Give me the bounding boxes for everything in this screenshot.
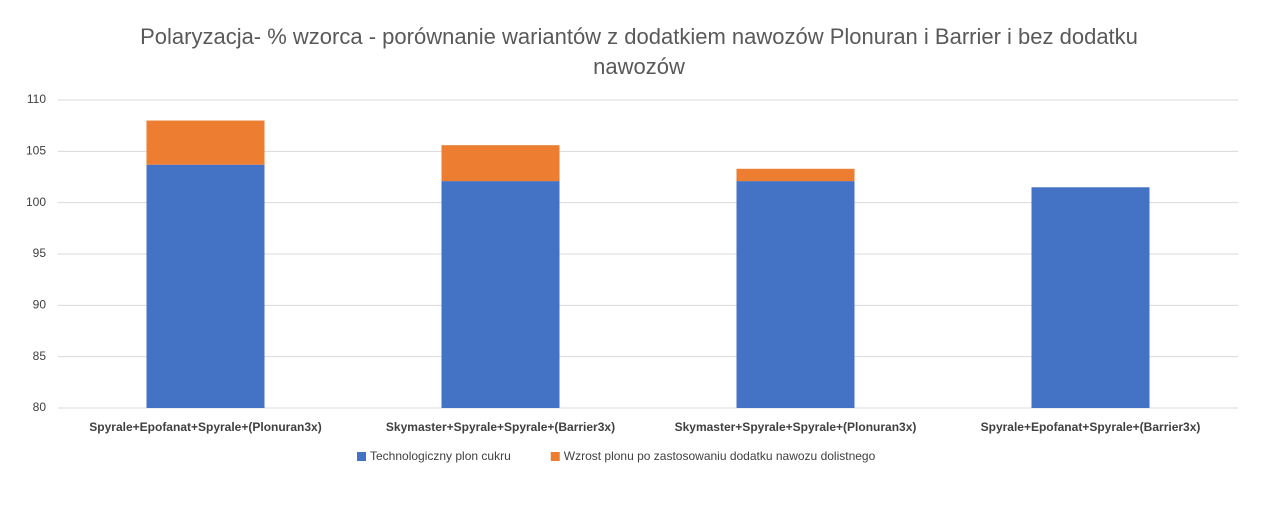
x-tick-label: Spyrale+Epofanat+Spyrale+(Barrier3x) [981,420,1201,434]
y-tick-label: 100 [26,195,46,209]
legend-label: Wzrost plonu po zastosowaniu dodatku naw… [564,449,876,463]
y-tick-label: 90 [33,298,47,312]
bar-segment [736,168,855,182]
y-tick-label: 110 [27,92,46,106]
bar-segment [1031,187,1150,408]
y-tick-label: 95 [33,246,47,260]
y-tick-label: 105 [26,144,46,158]
bar-segment [146,164,265,408]
legend-swatch [357,452,366,461]
bar-segment [146,120,265,165]
bar-segment [441,145,560,182]
bar-segment [441,181,560,408]
legend-swatch [550,452,560,461]
legend-label: Technologiczny plon cukru [370,449,511,463]
x-tick-label: Spyrale+Epofanat+Spyrale+(Plonuran3x) [89,420,321,434]
y-tick-label: 80 [33,400,47,414]
x-tick-label: Skymaster+Spyrale+Spyrale+(Barrier3x) [386,420,615,434]
y-tick-label: 85 [33,349,47,363]
bar-segment [736,181,855,408]
chart-title: Polaryzacja- % wzorca - porównanie waria… [140,24,1138,79]
x-tick-label: Skymaster+Spyrale+Spyrale+(Plonuran3x) [675,420,917,434]
